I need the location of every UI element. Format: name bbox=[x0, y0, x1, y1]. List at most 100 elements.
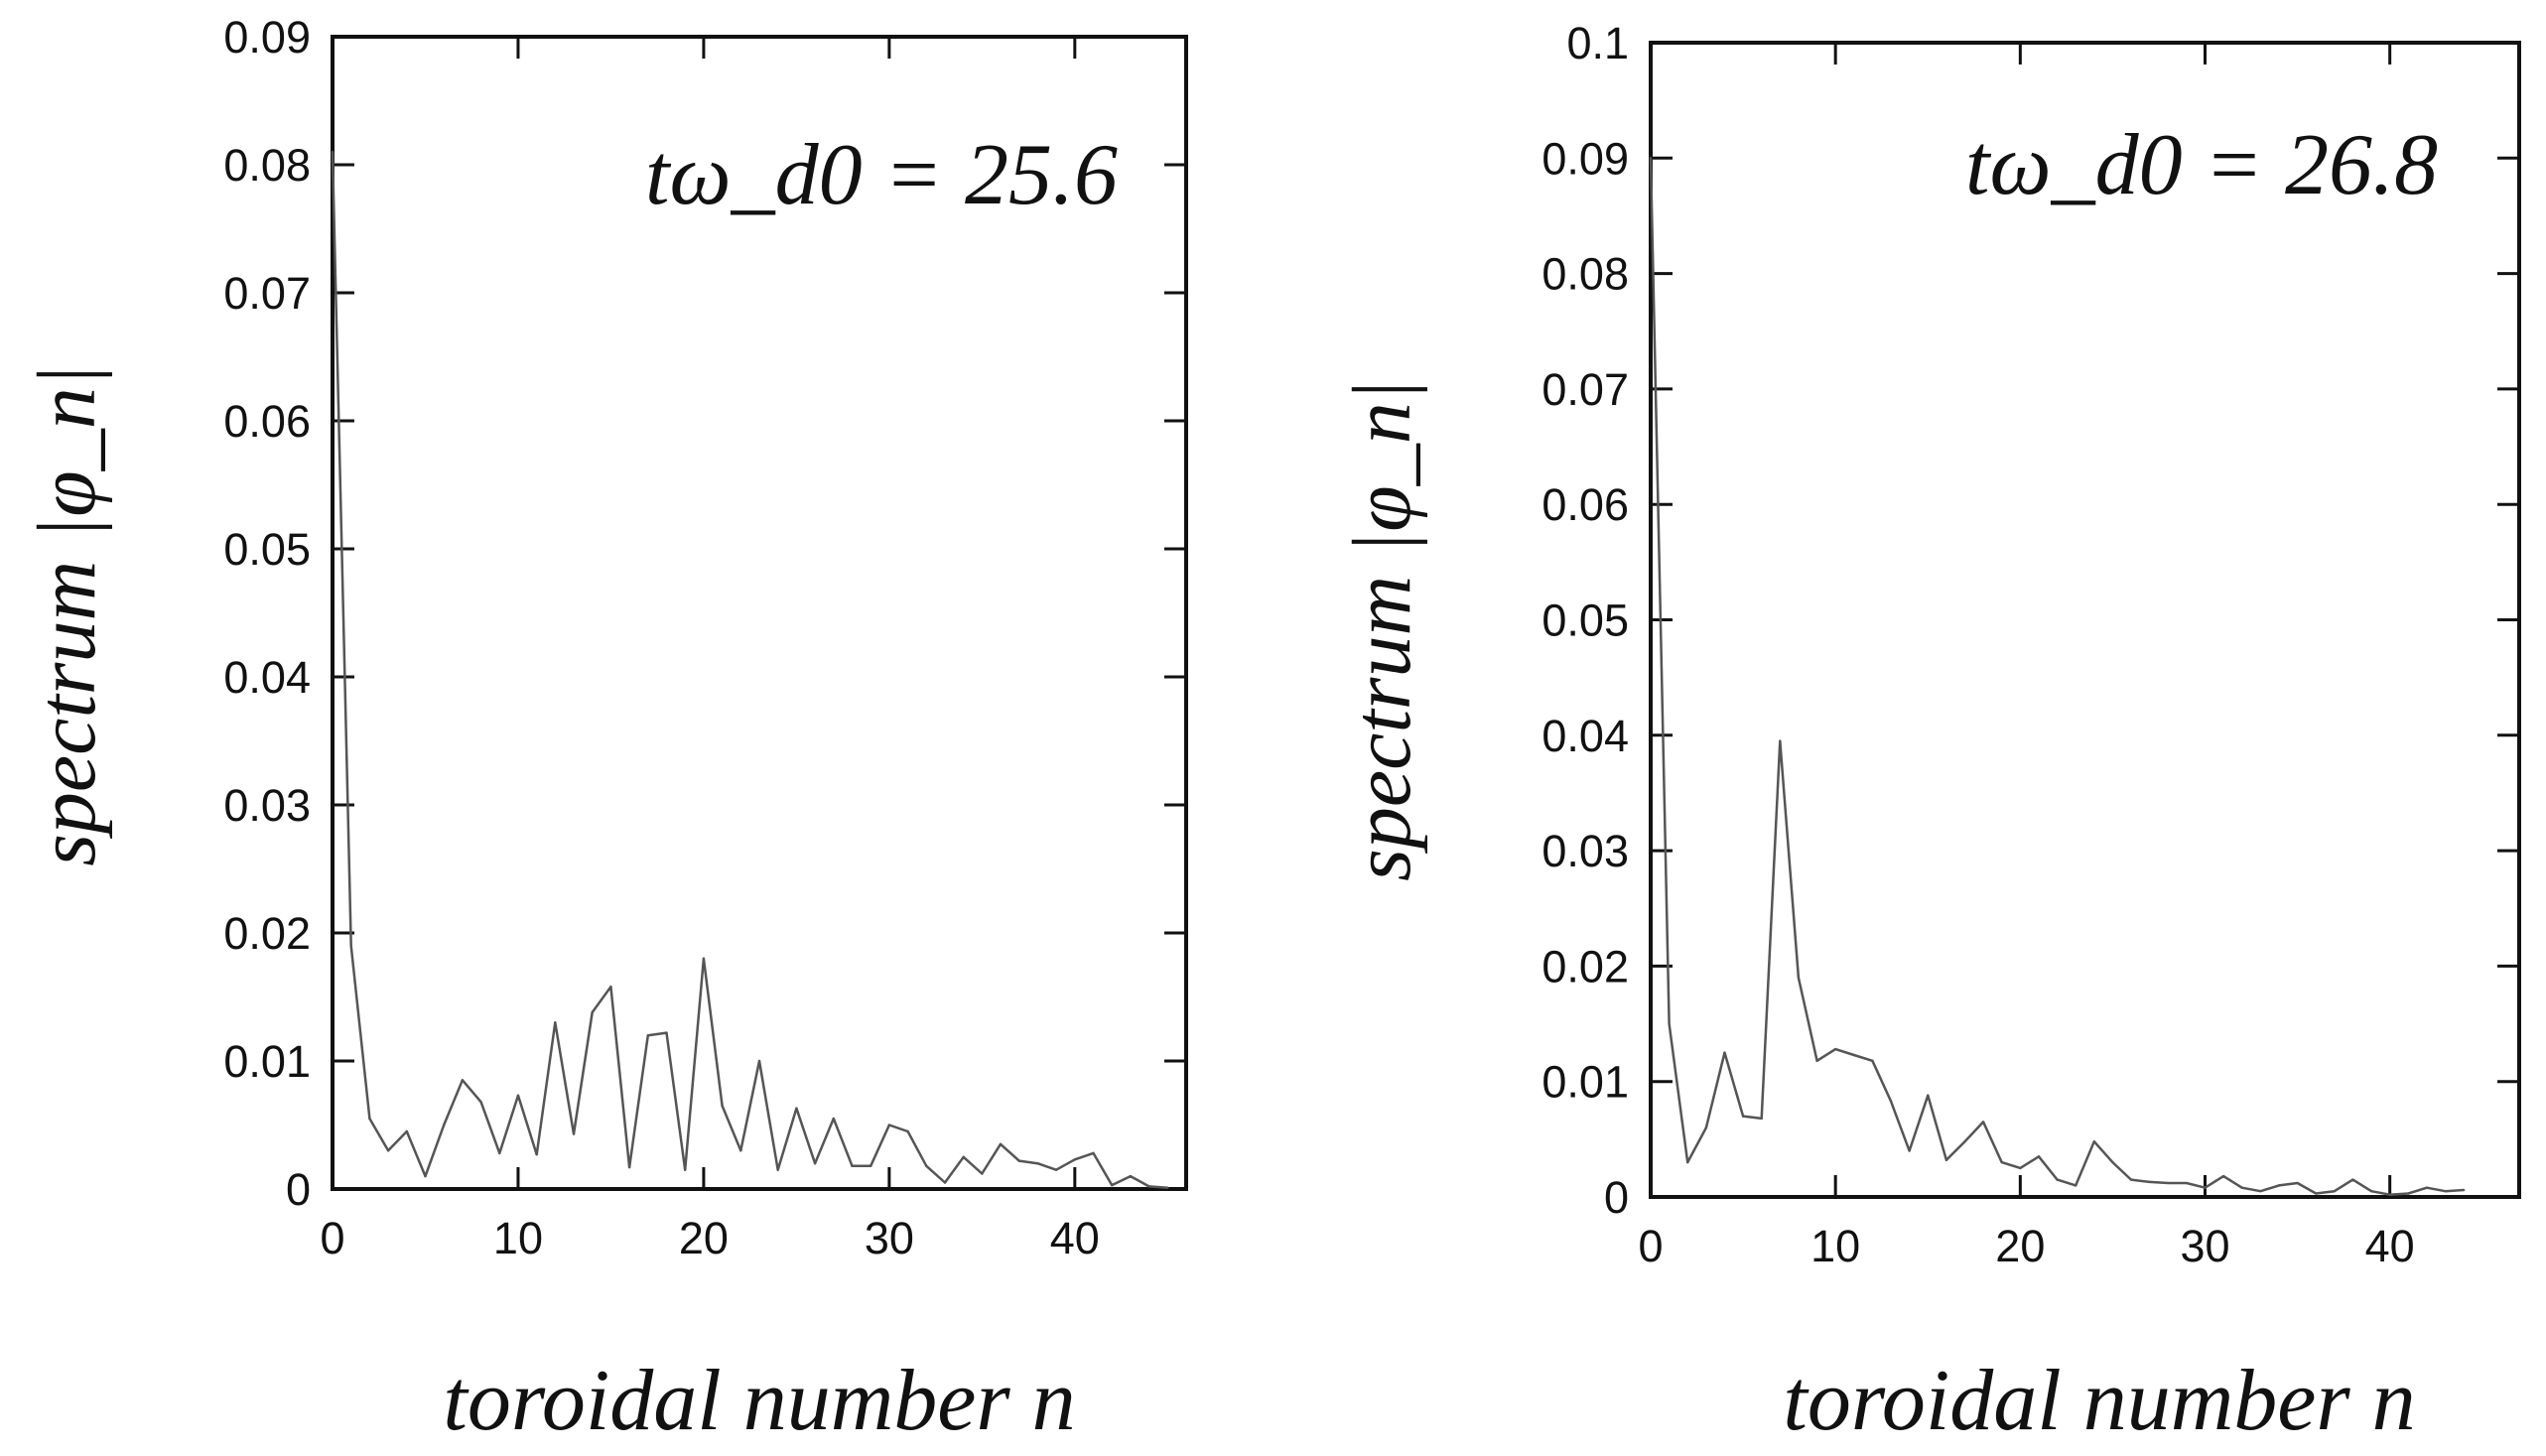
left-chart-ytick-label: 0.04 bbox=[223, 652, 311, 703]
left-chart-data-point bbox=[368, 1117, 371, 1121]
left-chart-xtick-label: 30 bbox=[865, 1213, 914, 1263]
right-chart-data-point bbox=[1908, 1149, 1911, 1152]
right-chart-ytick-label: 0 bbox=[1604, 1172, 1629, 1223]
left-chart-data-point bbox=[999, 1142, 1003, 1146]
left-chart-data-point bbox=[943, 1181, 947, 1184]
left-chart-data-point bbox=[1054, 1168, 1058, 1171]
right-chart-data-point bbox=[2167, 1181, 2170, 1185]
left-chart-data-point bbox=[665, 1031, 668, 1034]
left-chart-ytick-label: 0.03 bbox=[223, 780, 311, 831]
left-chart-data-point bbox=[1166, 1186, 1169, 1189]
left-chart-data-point bbox=[646, 1034, 650, 1037]
right-chart-ytick-label: 0.01 bbox=[1541, 1057, 1629, 1108]
right-chart-data-point bbox=[2315, 1192, 2318, 1195]
right-chart-data-point bbox=[1963, 1139, 1966, 1143]
right-chart-xtick-label: 0 bbox=[1638, 1221, 1663, 1271]
left-chart-data-point bbox=[1147, 1185, 1150, 1188]
left-chart-data-point bbox=[832, 1117, 835, 1121]
left-chart-data-point bbox=[869, 1164, 872, 1167]
left-chart: 0 0.01 0.02 0.03 0.04 0.05 0.06 0.07 0.08 0.09 0 1… bbox=[21, 12, 1188, 1449]
left-chart-data-point bbox=[1111, 1183, 1114, 1187]
left-chart-data-point bbox=[479, 1101, 482, 1104]
right-chart-data-point bbox=[1668, 1022, 1671, 1025]
left-chart-data-point bbox=[757, 1059, 761, 1063]
right-chart-data-point bbox=[2148, 1180, 2151, 1184]
left-chart-data-point bbox=[516, 1094, 520, 1098]
left-chart-data-point bbox=[962, 1155, 965, 1158]
left-chart-ytick-label: 0 bbox=[286, 1164, 311, 1215]
left-chart-data-point bbox=[461, 1079, 465, 1082]
right-chart-ytick-label: 0.05 bbox=[1541, 596, 1629, 646]
left-chart-data-point bbox=[702, 957, 706, 960]
right-chart-xtick-label: 10 bbox=[1810, 1221, 1860, 1271]
right-chart-ytick-label: 0.02 bbox=[1541, 941, 1629, 992]
left-chart-data-point bbox=[572, 1132, 576, 1135]
right-chart-ytick-label: 0.06 bbox=[1541, 479, 1629, 530]
right-chart-data-point bbox=[2111, 1160, 2114, 1164]
right-chart-data-point bbox=[2221, 1174, 2225, 1178]
left-chart-data-point bbox=[981, 1172, 984, 1175]
right-chart-xtick-label: 20 bbox=[1995, 1221, 2045, 1271]
left-chart-data-point bbox=[851, 1164, 854, 1167]
left-chart-ytick-label: 0.08 bbox=[223, 140, 311, 191]
right-chart-data-point bbox=[2185, 1181, 2189, 1185]
right-chart-data-point bbox=[1723, 1051, 1726, 1054]
right-chart-data-point bbox=[2333, 1189, 2337, 1193]
right-chart-data-point bbox=[2240, 1186, 2243, 1189]
right-chart-ytick-label: 0.03 bbox=[1541, 826, 1629, 876]
right-chart-data-point bbox=[1686, 1160, 1689, 1164]
left-chart-xtick-label: 40 bbox=[1050, 1213, 1100, 1263]
left-chart-data-point bbox=[721, 1104, 724, 1108]
left-chart-ytick-label: 0.05 bbox=[223, 524, 311, 575]
right-chart-data-point bbox=[1815, 1059, 1818, 1062]
left-chart-annotation-box bbox=[615, 119, 1151, 248]
right-chart-data-point bbox=[1704, 1126, 1708, 1129]
right-chart-annotation: tω_d0 = 26.8 bbox=[1965, 117, 2438, 213]
left-chart-data-point bbox=[554, 1021, 557, 1024]
right-chart-data-point bbox=[1649, 157, 1653, 160]
right-chart-plot-frame bbox=[1649, 41, 2521, 1199]
right-chart-data-point bbox=[2351, 1178, 2354, 1181]
right-chart-data-point bbox=[2407, 1192, 2410, 1195]
left-chart-plot-frame bbox=[331, 35, 1188, 1191]
left-chart-data-point bbox=[498, 1151, 501, 1155]
left-chart-data-point bbox=[1017, 1159, 1020, 1162]
right-chart-data-point bbox=[1852, 1053, 1855, 1057]
left-chart-x-axis-label: toroidal number n bbox=[443, 1353, 1075, 1449]
right-chart-data-point bbox=[1833, 1047, 1837, 1051]
left-chart-ytick-label: 0.07 bbox=[223, 268, 311, 319]
left-chart-ytick-label: 0.01 bbox=[223, 1036, 311, 1087]
right-chart-data-point bbox=[2056, 1178, 2059, 1181]
left-chart-data-point bbox=[442, 1124, 446, 1126]
right-chart-data-point bbox=[2204, 1186, 2207, 1189]
right-chart-ytick-label: 0.07 bbox=[1541, 364, 1629, 415]
right-chart-data-point bbox=[2425, 1186, 2429, 1189]
left-chart-data-point bbox=[386, 1149, 390, 1152]
left-chart-data-point bbox=[405, 1129, 408, 1133]
right-chart-data-point bbox=[1927, 1094, 1930, 1097]
left-chart-data-point bbox=[609, 985, 612, 989]
right-chart-xtick-label: 40 bbox=[2365, 1221, 2415, 1271]
left-chart-data-point bbox=[684, 1168, 687, 1171]
left-chart-annotation: tω_d0 = 25.6 bbox=[645, 127, 1118, 223]
left-chart-data-point bbox=[795, 1107, 798, 1110]
right-chart-data-point bbox=[2277, 1184, 2281, 1187]
left-chart-data-point bbox=[591, 1010, 594, 1014]
left-chart-data-point bbox=[1092, 1151, 1095, 1155]
right-chart-xtick-label: 30 bbox=[2180, 1221, 2229, 1271]
right-chart: 0 0.01 0.02 0.03 0.04 0.05 0.06 0.07 0.08 0.09 0.1… bbox=[1336, 18, 2521, 1449]
left-chart-data-point bbox=[887, 1124, 891, 1126]
right-chart-data-point bbox=[1779, 739, 1782, 742]
left-chart-data-point bbox=[349, 944, 352, 948]
left-chart-y-axis-label: spectrum |φ_n| bbox=[21, 364, 113, 866]
right-chart-data-point bbox=[2129, 1178, 2133, 1181]
right-chart-data-point bbox=[2296, 1181, 2299, 1185]
left-chart-data-point bbox=[1036, 1162, 1039, 1165]
left-chart-ytick-label: 0.02 bbox=[223, 908, 311, 959]
right-chart-ytick-label: 0.08 bbox=[1541, 249, 1629, 300]
right-chart-data-point bbox=[1944, 1158, 1948, 1161]
right-chart-ytick-label: 0.1 bbox=[1566, 18, 1629, 68]
right-chart-data-point bbox=[1981, 1121, 1985, 1124]
